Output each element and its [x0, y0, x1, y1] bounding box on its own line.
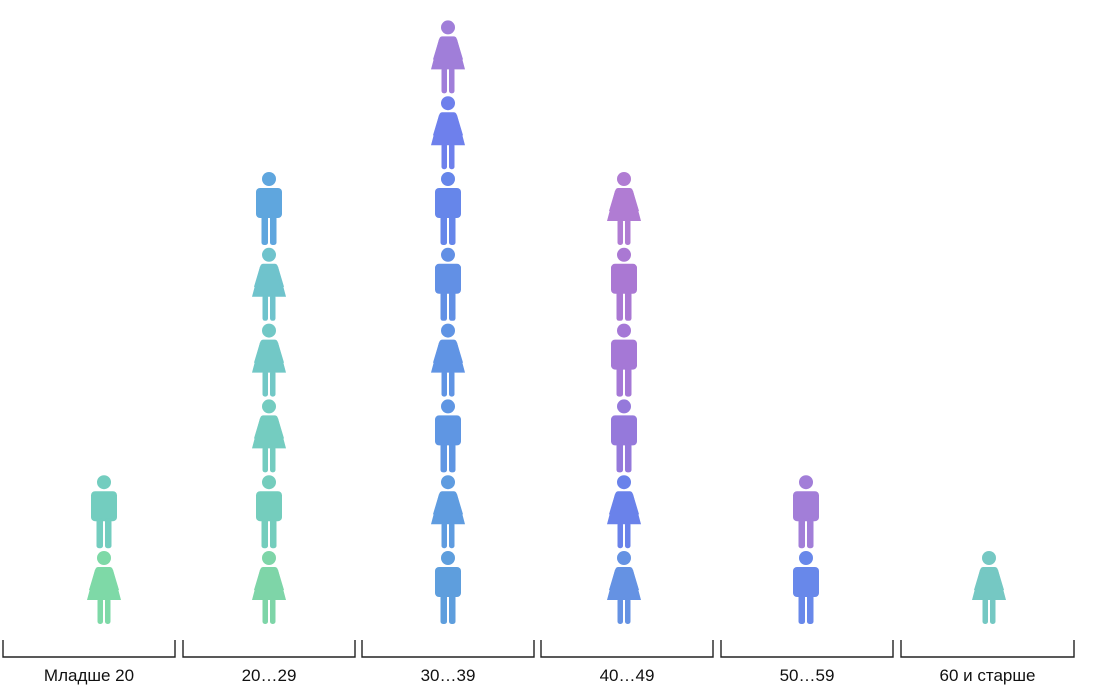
male-person-icon	[793, 551, 819, 624]
pictogram-column	[972, 551, 1006, 624]
female-person-icon	[431, 96, 465, 170]
category-label: 50…59	[780, 666, 835, 685]
icon-layer	[87, 20, 1006, 624]
male-person-icon	[435, 551, 461, 624]
male-person-icon	[91, 475, 117, 549]
female-person-icon	[431, 475, 465, 549]
category-bracket	[2, 640, 176, 658]
female-person-icon	[607, 172, 641, 245]
female-person-icon	[431, 323, 465, 397]
male-person-icon	[611, 399, 637, 473]
pictogram-column	[793, 475, 819, 624]
male-person-icon	[435, 172, 461, 245]
female-person-icon	[607, 475, 641, 549]
male-person-icon	[435, 247, 461, 321]
category-bracket	[900, 640, 1075, 658]
female-person-icon	[252, 399, 286, 473]
category-bracket	[182, 640, 356, 658]
female-person-icon	[972, 551, 1006, 624]
category-bracket	[361, 640, 535, 658]
category-label: Младше 20	[44, 666, 134, 685]
pictogram-column	[252, 172, 286, 624]
pictogram-column	[431, 20, 465, 624]
female-person-icon	[87, 551, 121, 624]
male-person-icon	[611, 247, 637, 321]
category-label: 40…49	[600, 666, 655, 685]
male-person-icon	[435, 399, 461, 473]
category-label: 30…39	[421, 666, 476, 685]
male-person-icon	[793, 475, 819, 549]
female-person-icon	[431, 20, 465, 94]
category-bracket	[540, 640, 714, 658]
pictogram-column	[87, 475, 121, 624]
female-person-icon	[607, 551, 641, 624]
pictogram-column	[607, 172, 641, 624]
category-label: 20…29	[242, 666, 297, 685]
male-person-icon	[256, 475, 282, 549]
female-person-icon	[252, 323, 286, 397]
female-person-icon	[252, 551, 286, 624]
female-person-icon	[252, 247, 286, 321]
category-bracket	[720, 640, 894, 658]
male-person-icon	[256, 172, 282, 245]
male-person-icon	[611, 323, 637, 397]
category-axis: Младше 20 20…29 30…39 40…49 50…59 60 и старше	[2, 640, 1075, 685]
category-label: 60 и старше	[940, 666, 1036, 685]
